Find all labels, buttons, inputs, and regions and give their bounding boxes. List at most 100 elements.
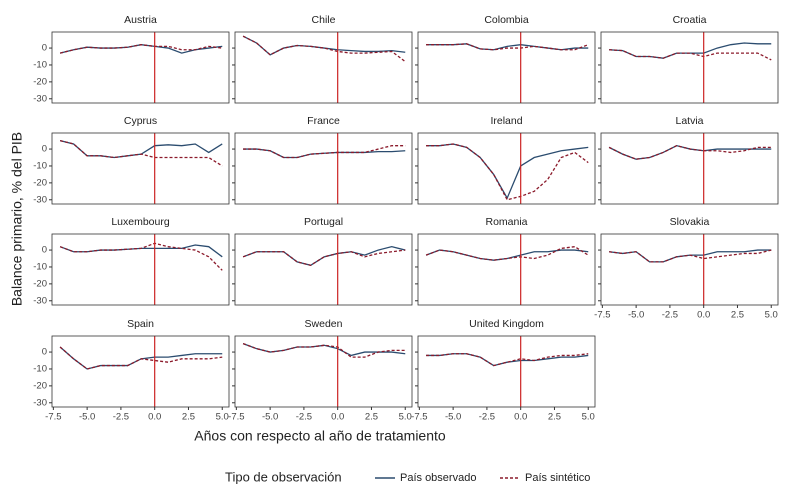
series-line: [609, 249, 772, 263]
x-tick-label: 2.5: [731, 310, 744, 321]
series-line: [426, 143, 589, 200]
y-tick-label: 0: [42, 245, 47, 256]
x-tick-label: -5.0: [262, 412, 278, 423]
y-tick-label: -20: [33, 177, 47, 188]
panel-frame: [234, 132, 413, 205]
panel-frame: [234, 335, 413, 408]
panel-title: Slovakia: [670, 216, 710, 228]
x-tick-label: 5.0: [216, 412, 229, 423]
series-line: [242, 342, 406, 357]
x-tick-label: 0.0: [514, 412, 527, 423]
legend-title: Tipo de observación: [225, 469, 342, 484]
panel-frame: [417, 233, 596, 306]
series-line: [243, 148, 406, 159]
x-tick-label: 2.5: [182, 412, 195, 423]
x-tick-label: 0.0: [331, 412, 344, 423]
legend-label: País sintético: [525, 472, 590, 484]
series-line: [59, 44, 223, 54]
x-tick-label: -7.5: [411, 412, 427, 423]
x-tick-label: 2.5: [548, 412, 561, 423]
x-axis-title: Años con respecto al año de tratamiento: [194, 428, 446, 444]
series-line: [59, 44, 223, 54]
panel-title: Luxembourg: [111, 216, 170, 228]
panel-title: Romania: [485, 216, 527, 228]
panel-frame: [51, 132, 230, 205]
series-line: [59, 139, 223, 159]
x-tick-label: 5.0: [765, 310, 778, 321]
x-tick-label: 0.0: [148, 412, 161, 423]
series-line: [608, 144, 772, 160]
y-tick-label: 0: [42, 347, 47, 358]
y-tick-label: -20: [33, 380, 47, 391]
panel-title: Ireland: [490, 115, 522, 127]
panel-title: Spain: [127, 318, 154, 330]
x-tick-label: -2.5: [296, 412, 312, 423]
x-tick-label: -2.5: [479, 412, 495, 423]
series-line: [609, 42, 772, 59]
y-tick-label: -10: [33, 59, 47, 70]
panel-frame: [417, 31, 596, 104]
y-tick-label: -10: [33, 363, 47, 374]
panel-frame: [51, 31, 230, 104]
y-tick-label: -30: [33, 397, 47, 408]
panel-frame: [417, 132, 596, 205]
panel-frame: [234, 31, 413, 104]
x-tick-label: 5.0: [582, 412, 595, 423]
series-line: [242, 342, 406, 358]
series-line: [59, 139, 223, 167]
panel-title: United Kingdom: [469, 318, 544, 330]
panel-title: Austria: [124, 14, 157, 26]
series-line: [608, 144, 772, 160]
y-axis-title: Balance primario, % del PIB: [9, 132, 25, 306]
panel-title: Latvia: [675, 115, 703, 127]
series-line: [243, 145, 406, 159]
panel-frame: [234, 233, 413, 306]
panel-title: Chile: [312, 14, 336, 26]
series-line: [242, 35, 406, 63]
x-tick-label: -5.0: [445, 412, 461, 423]
series-line: [609, 249, 772, 263]
panel-title: Sweden: [305, 318, 343, 330]
x-tick-label: 0.0: [697, 310, 710, 321]
y-tick-label: -20: [33, 76, 47, 87]
y-tick-label: 0: [42, 43, 47, 54]
x-tick-label: -7.5: [594, 310, 610, 321]
series-line: [426, 43, 589, 51]
x-tick-label: -7.5: [228, 412, 244, 423]
series-line: [59, 242, 223, 271]
series-line: [242, 35, 406, 56]
panel-title: France: [307, 115, 340, 127]
y-tick-label: -20: [33, 278, 47, 289]
series-line: [609, 49, 772, 61]
y-tick-label: -30: [33, 295, 47, 306]
series-line: [426, 353, 589, 367]
panel-frame: [417, 335, 596, 408]
panel-frame: [600, 233, 779, 306]
x-tick-label: 5.0: [399, 412, 412, 423]
y-tick-label: -10: [33, 160, 47, 171]
x-tick-label: -5.0: [79, 412, 95, 423]
y-tick-label: -10: [33, 261, 47, 272]
panel-frame: [600, 31, 779, 104]
panel-frame: [600, 132, 779, 205]
series-line: [59, 346, 223, 370]
y-tick-label: 0: [42, 144, 47, 155]
x-tick-label: -2.5: [662, 310, 678, 321]
y-tick-label: -30: [33, 93, 47, 104]
x-tick-label: -7.5: [45, 412, 61, 423]
series-line: [426, 43, 589, 51]
panel-title: Portugal: [304, 216, 343, 228]
series-line: [59, 346, 223, 370]
legend-label: País observado: [400, 472, 476, 484]
panel-title: Croatia: [673, 14, 707, 26]
series-line: [242, 246, 406, 266]
panel-frame: [51, 335, 230, 408]
series-line: [242, 249, 406, 266]
panel-title: Colombia: [484, 14, 529, 26]
x-tick-label: -5.0: [628, 310, 644, 321]
x-tick-label: 2.5: [365, 412, 378, 423]
panel-title: Cyprus: [124, 115, 157, 127]
x-tick-label: -2.5: [113, 412, 129, 423]
panel-frame: [51, 233, 230, 306]
